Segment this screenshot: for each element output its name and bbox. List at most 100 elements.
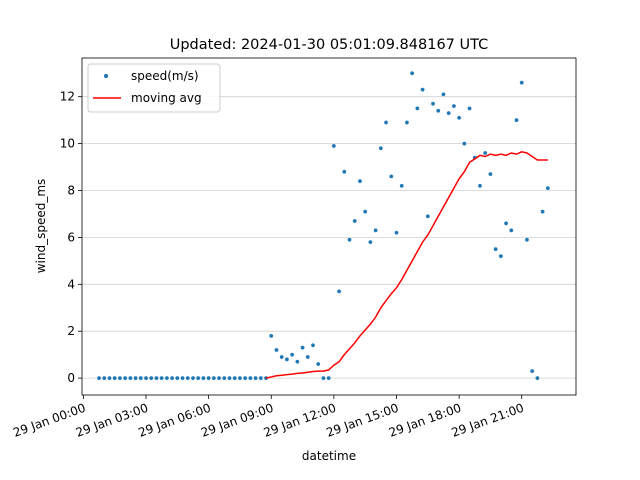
data-point bbox=[357, 178, 363, 184]
data-point bbox=[242, 375, 248, 381]
data-point bbox=[107, 375, 112, 381]
data-point bbox=[112, 375, 118, 381]
data-point bbox=[545, 185, 551, 191]
legend-label: moving avg bbox=[131, 91, 202, 105]
y-axis-label: wind_speed_ms bbox=[34, 179, 48, 274]
data-point bbox=[315, 361, 321, 367]
data-point bbox=[347, 237, 352, 243]
data-point bbox=[289, 352, 295, 357]
data-point bbox=[190, 375, 196, 381]
data-point bbox=[201, 375, 206, 381]
data-point bbox=[295, 359, 300, 364]
data-point bbox=[441, 92, 446, 97]
legend-label: speed(m/s) bbox=[131, 69, 199, 83]
moving-avg-line bbox=[265, 151, 548, 379]
chart-title: Updated: 2024-01-30 05:01:09.848167 UTC bbox=[170, 37, 489, 53]
data-point bbox=[383, 120, 389, 125]
data-point bbox=[404, 120, 410, 125]
data-point bbox=[435, 108, 441, 114]
data-point bbox=[305, 354, 311, 360]
x-tick-label: 29 Jan 21:00 bbox=[450, 401, 526, 440]
data-point bbox=[195, 375, 201, 381]
data-point bbox=[352, 218, 358, 224]
data-point bbox=[378, 145, 384, 151]
data-point bbox=[175, 375, 180, 381]
data-point bbox=[148, 375, 154, 381]
data-point bbox=[446, 110, 451, 116]
data-point bbox=[159, 375, 164, 381]
data-point bbox=[268, 333, 274, 339]
data-point bbox=[342, 169, 347, 175]
data-point bbox=[326, 375, 331, 381]
legend-marker bbox=[103, 73, 109, 79]
data-point bbox=[399, 183, 405, 189]
data-point bbox=[101, 375, 107, 381]
data-point bbox=[336, 289, 342, 294]
y-tick-label: 12 bbox=[60, 90, 75, 104]
data-point bbox=[258, 375, 264, 381]
data-point bbox=[535, 375, 540, 381]
data-point bbox=[211, 375, 217, 381]
y-tick-label: 10 bbox=[60, 137, 75, 151]
data-point bbox=[529, 368, 535, 374]
data-point bbox=[488, 171, 493, 177]
data-point bbox=[232, 375, 238, 381]
data-point bbox=[467, 106, 472, 111]
legend-box bbox=[87, 63, 221, 113]
data-point bbox=[310, 342, 316, 348]
data-point bbox=[540, 209, 545, 214]
data-point bbox=[237, 375, 243, 381]
data-point bbox=[253, 375, 258, 381]
data-point bbox=[420, 87, 425, 92]
data-point bbox=[216, 375, 222, 381]
y-tick-label: 8 bbox=[67, 184, 75, 198]
data-point bbox=[519, 80, 525, 85]
data-point bbox=[388, 174, 394, 179]
data-point bbox=[451, 103, 457, 109]
data-point bbox=[221, 375, 227, 381]
data-point bbox=[498, 253, 504, 259]
data-point bbox=[143, 375, 149, 381]
y-tick-label: 6 bbox=[67, 230, 75, 244]
data-point bbox=[456, 115, 462, 121]
data-point bbox=[331, 143, 337, 149]
plot-frame bbox=[81, 57, 577, 396]
data-point bbox=[279, 354, 284, 360]
data-point bbox=[409, 70, 415, 76]
data-point bbox=[362, 209, 368, 214]
data-point bbox=[154, 375, 159, 381]
data-point bbox=[368, 239, 373, 245]
data-point bbox=[514, 117, 519, 123]
data-point bbox=[117, 375, 123, 381]
data-point bbox=[425, 213, 431, 219]
data-point bbox=[248, 375, 253, 381]
data-point bbox=[508, 228, 514, 233]
x-axis-label: datetime bbox=[302, 449, 356, 463]
data-point bbox=[482, 150, 488, 156]
data-point bbox=[394, 230, 399, 236]
y-tick-label: 0 bbox=[67, 371, 75, 385]
y-tick-label: 4 bbox=[67, 277, 75, 291]
data-point bbox=[122, 375, 128, 381]
y-tick-label: 2 bbox=[67, 324, 75, 338]
data-point bbox=[321, 375, 326, 381]
data-point bbox=[185, 375, 191, 381]
data-point bbox=[415, 106, 420, 111]
data-point bbox=[430, 101, 436, 107]
data-point bbox=[524, 237, 530, 243]
data-point bbox=[373, 228, 378, 233]
data-point bbox=[503, 221, 509, 226]
data-point bbox=[462, 141, 467, 146]
data-point bbox=[477, 183, 483, 189]
data-point bbox=[274, 347, 279, 353]
data-point bbox=[180, 375, 185, 381]
data-point bbox=[164, 375, 170, 381]
data-point bbox=[96, 375, 102, 381]
data-point bbox=[133, 375, 138, 381]
data-point bbox=[128, 375, 133, 381]
data-point bbox=[169, 375, 175, 381]
data-point bbox=[284, 357, 290, 362]
data-point bbox=[206, 375, 211, 381]
